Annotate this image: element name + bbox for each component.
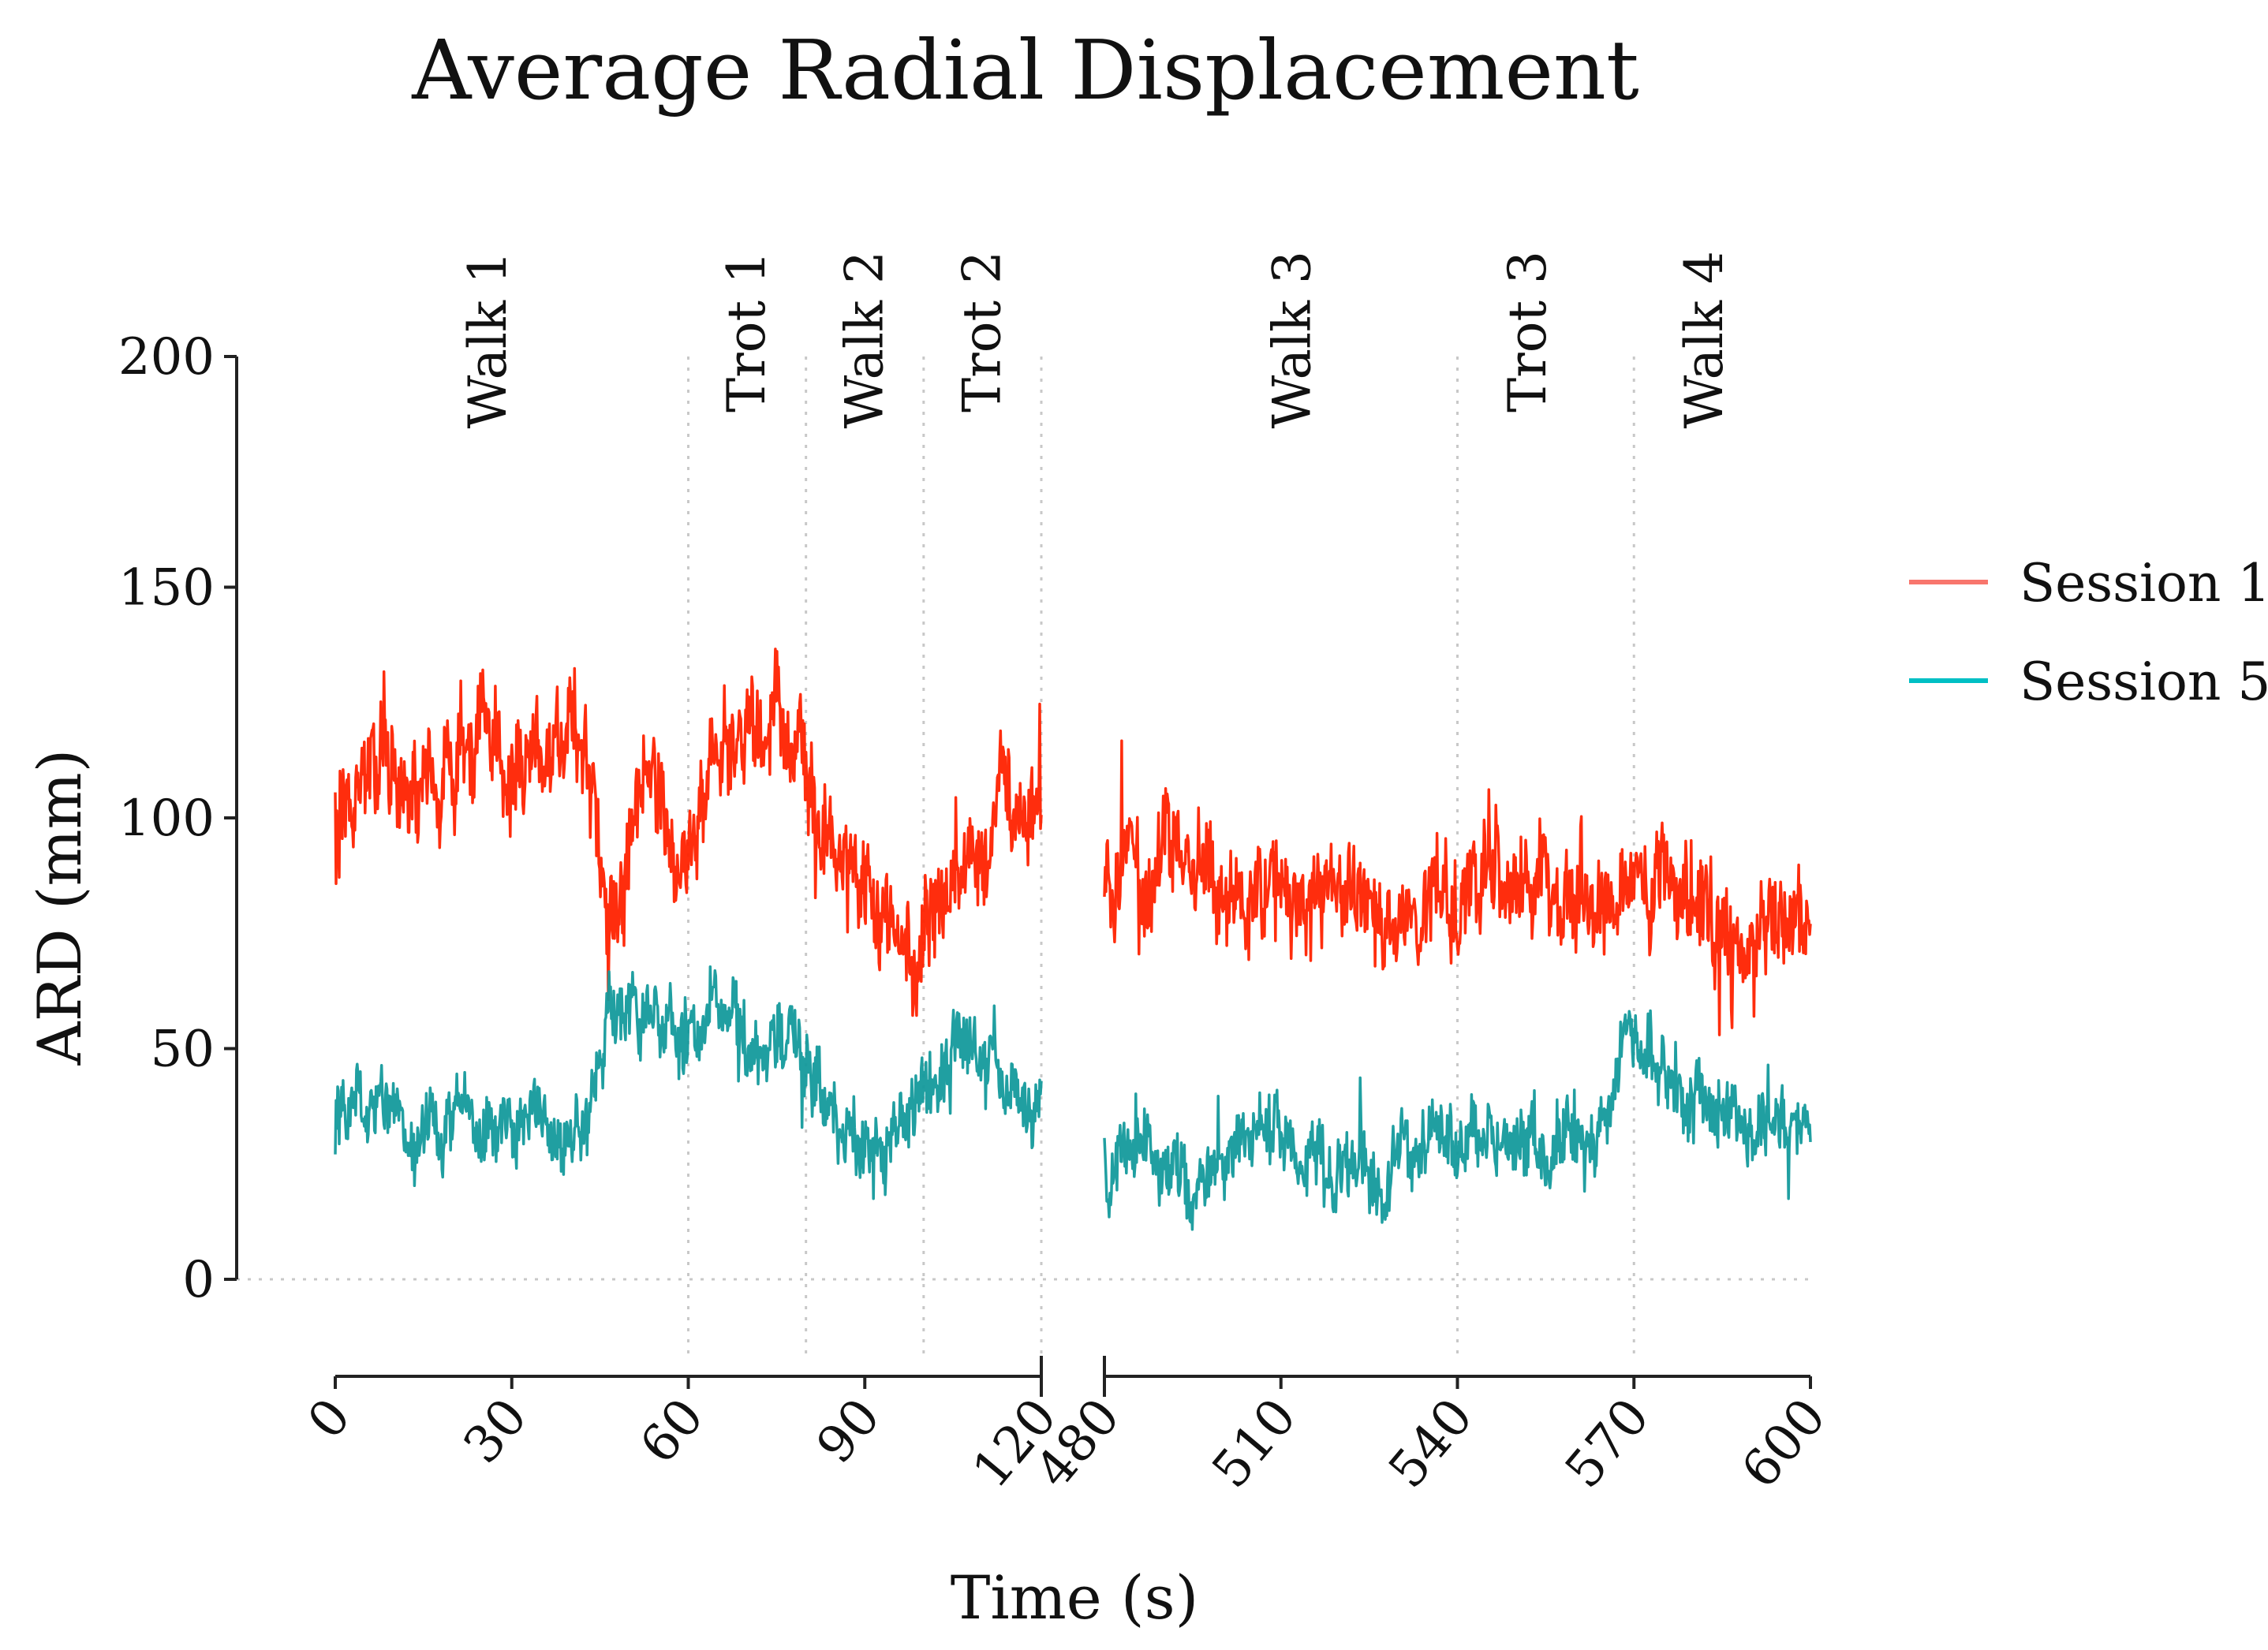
y-tick-label: 100 — [118, 790, 215, 848]
chart-title: Average Radial Displacement — [412, 22, 1639, 118]
x-tick-label: 0 — [297, 1388, 362, 1450]
y-tick-label: 50 — [151, 1021, 215, 1079]
phase-label: Walk 2 — [834, 251, 895, 429]
x-tick-label: 90 — [805, 1388, 891, 1475]
x-tick-label: 600 — [1731, 1388, 1837, 1499]
x-axis-title: Time (s) — [951, 1562, 1199, 1633]
legend-label: Session 5 — [2020, 651, 2268, 712]
series-line-session-5 — [1103, 1009, 1812, 1231]
series-line-session-1 — [334, 648, 1043, 1017]
phase-label: Trot 1 — [716, 251, 777, 412]
phase-label: Walk 1 — [458, 251, 518, 429]
phase-label: Walk 3 — [1262, 251, 1323, 429]
x-tick-label: 540 — [1378, 1388, 1485, 1499]
axis-layer — [224, 355, 1812, 1397]
y-tick-label: 200 — [118, 328, 215, 386]
y-axis-title: ARD (mm) — [24, 749, 95, 1066]
phase-label: Trot 2 — [951, 251, 1012, 412]
series-line-session-5 — [334, 965, 1043, 1200]
phase-label: Trot 3 — [1497, 251, 1558, 412]
x-tick-label: 30 — [453, 1388, 539, 1475]
grid-layer — [237, 357, 1810, 1357]
x-tick-label: 510 — [1201, 1388, 1308, 1499]
x-tick-label: 570 — [1554, 1388, 1661, 1499]
legend-label: Session 1 — [2020, 553, 2268, 614]
legend: Session 1 Session 5 — [1909, 553, 2268, 712]
phase-label: Walk 4 — [1674, 251, 1735, 429]
series-layer — [334, 648, 1812, 1231]
series-line-session-1 — [1103, 739, 1812, 1036]
x-tick-label: 60 — [630, 1388, 716, 1475]
y-tick-label: 0 — [182, 1251, 215, 1309]
y-tick-label: 150 — [118, 559, 215, 618]
